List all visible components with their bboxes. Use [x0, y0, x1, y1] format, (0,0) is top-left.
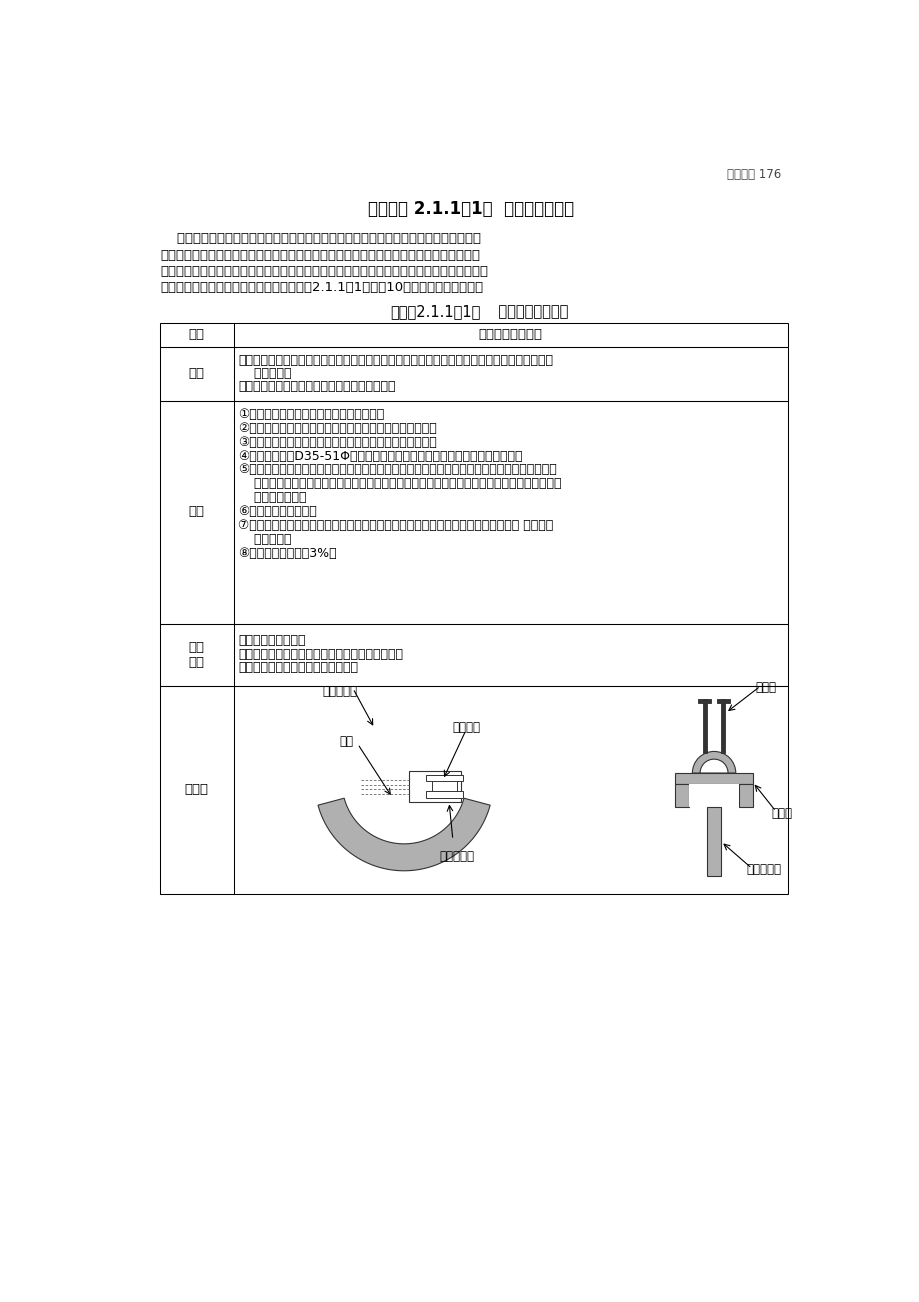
Text: 组装容易。: 组装容易。 — [238, 533, 291, 546]
Text: 临海副都心线：天王洲隧道（单线）: 临海副都心线：天王洲隧道（单线） — [238, 661, 357, 674]
Text: 施工速度，不断有新型管片得到开发并投入使用。与之相配套的管片系统也取得了长足进步。: 施工速度，不断有新型管片得到开发并投入使用。与之相配套的管片系统也取得了长足进步… — [160, 264, 487, 277]
Bar — [160, 348, 787, 401]
Text: 锚栓: 锚栓 — [339, 734, 354, 747]
Text: 高刚性接头: 高刚性接头 — [322, 685, 357, 698]
Bar — [425, 775, 462, 781]
Text: ⑥材料使用球墨铸铁。: ⑥材料使用球墨铸铁。 — [238, 505, 317, 518]
Text: 参考资料 2.1.1（1）  最近的管片型式: 参考资料 2.1.1（1） 最近的管片型式 — [368, 201, 574, 219]
Text: ③组装时只用螺栓紧固，施工容易，有时也用于硬质地基。: ③组装时只用螺栓紧固，施工容易，有时也用于硬质地基。 — [238, 436, 437, 449]
Wedge shape — [699, 759, 727, 773]
Bar — [738, 784, 752, 807]
Text: 隧道: 隧道 — [188, 656, 205, 669]
Text: 断面形状：平板形；材料：钢筋混凝土接头：高刚性接头（接头面：拱形拉杆形状）、插入式接: 断面形状：平板形；材料：钢筋混凝土接头：高刚性接头（接头面：拱形拉杆形状）、插入… — [238, 354, 552, 367]
Bar — [675, 773, 752, 784]
Bar — [688, 784, 738, 807]
Text: 常营新线：弘道隧道: 常营新线：弘道隧道 — [238, 634, 305, 647]
Text: 接。近年来，为了提高管片组装的方便性、降低制造费用、减少容易发生漏水等弱点、提高: 接。近年来，为了提高管片组装的方便性、降低制造费用、减少容易发生漏水等弱点、提高 — [160, 249, 480, 262]
Text: 轴向接头：钢制箱形接头、插入式接头、短螺栓: 轴向接头：钢制箱形接头、插入式接头、短螺栓 — [238, 380, 395, 393]
Text: 参考表2.1.1（1）: 参考表2.1.1（1） — [390, 305, 480, 319]
Bar — [432, 775, 456, 798]
Wedge shape — [692, 751, 735, 773]
Text: 特点: 特点 — [188, 505, 205, 518]
Text: 连接部: 连接部 — [771, 807, 791, 820]
Text: 插入式高刚性接头: 插入式高刚性接头 — [482, 305, 568, 319]
Text: ⑧专利：接头价格的3%。: ⑧专利：接头价格的3%。 — [238, 547, 336, 560]
Text: 插入式高刚性接头: 插入式高刚性接头 — [478, 328, 542, 341]
Text: 名称: 名称 — [188, 328, 205, 341]
Bar — [160, 625, 787, 686]
Text: 崎玉高速铁路线：赤山隧道、户冢隧道、大门隧道: 崎玉高速铁路线：赤山隧道、户冢隧道、大门隧道 — [238, 647, 403, 660]
Bar — [425, 792, 462, 798]
Text: 参考资料 176: 参考资料 176 — [726, 168, 780, 181]
Bar — [160, 323, 787, 348]
Text: 现将最新的管片开发的主要情况，以参考表2.1.1（1）～（10）的形式，介绍如下。: 现将最新的管片开发的主要情况，以参考表2.1.1（1）～（10）的形式，介绍如下… — [160, 281, 482, 294]
Bar — [707, 807, 720, 876]
Text: 拱形板: 拱形板 — [754, 681, 776, 694]
Text: 插入式接头: 插入式接头 — [746, 863, 781, 876]
Text: ④插入的材料为D35-51Φ异形钢筋，在其内侧，为拧入螺栓，设置空心螺纹。: ④插入的材料为D35-51Φ异形钢筋，在其内侧，为拧入螺栓，设置空心螺纹。 — [238, 449, 522, 462]
Text: 接头螺栓: 接头螺栓 — [451, 721, 480, 734]
Text: 形板则作为压缩构件抵抗外力。为此，不发生传统接头的接头板弯曲变形，是一种环向刚性很: 形板则作为压缩构件抵抗外力。为此，不发生传统接头的接头板弯曲变形，是一种环向刚性… — [238, 478, 562, 491]
Text: 头、长螺栓: 头、长螺栓 — [238, 367, 291, 380]
Bar — [160, 686, 787, 894]
Text: 盾构施工法使用的管片一般为平板形的钢筋混凝土制品，多用短螺栓在钢制接头箱内连: 盾构施工法使用的管片一般为平板形的钢筋混凝土制品，多用短螺栓在钢制接头箱内连 — [160, 233, 481, 246]
Text: ①管片环刚性高，有利于软弱地基的使用。: ①管片环刚性高，有利于软弱地基的使用。 — [238, 408, 384, 421]
Text: ②因隧道的变形小了，故管片接头面的开缝小，止水性高。: ②因隧道的变形小了，故管片接头面的开缝小，止水性高。 — [238, 422, 437, 435]
Text: 示意图: 示意图 — [185, 783, 209, 796]
Text: 适用: 适用 — [188, 641, 205, 654]
Bar — [160, 401, 787, 625]
Text: ⑤高刚性接头端，接头板和拱形板连成一体，形成拱形拉杆，接头盘作为抗拉构件抵抗外力、拱: ⑤高刚性接头端，接头板和拱形板连成一体，形成拱形拉杆，接头盘作为抗拉构件抵抗外力… — [238, 464, 556, 477]
Text: 结构: 结构 — [188, 367, 205, 380]
Polygon shape — [318, 798, 490, 871]
Bar — [675, 784, 688, 807]
Text: ⑦从高刚性接头端插入连接螺栓，拧入连接到插入式螺栓上。没有螺母，只要拧入螺 栓即可，: ⑦从高刚性接头端插入连接螺栓，拧入连接到插入式螺栓上。没有螺母，只要拧入螺 栓即… — [238, 519, 553, 533]
Bar — [408, 771, 461, 802]
Text: 高的接头结构。: 高的接头结构。 — [238, 491, 306, 504]
Text: 插入式接头: 插入式接头 — [439, 850, 474, 863]
